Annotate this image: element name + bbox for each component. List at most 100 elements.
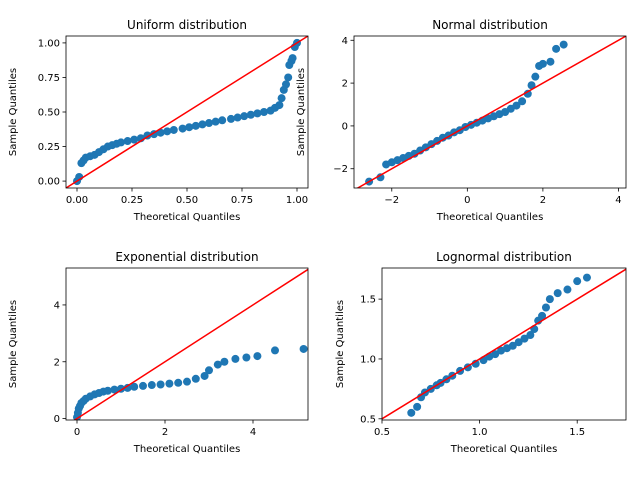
data-point	[253, 352, 262, 361]
reference-line	[356, 36, 626, 188]
y-tick-label: 4	[342, 36, 348, 47]
x-tick-label: 0.5	[374, 427, 390, 438]
data-point	[220, 357, 229, 366]
panel-lognormal: 0.5 1.0 1.5 0.5 1.0 1.5 Lognormal distribution…	[335, 250, 627, 455]
y-axis-label: Sample Quantiles	[8, 68, 19, 156]
data-point	[526, 331, 535, 340]
data-point	[582, 273, 591, 282]
x-axis-label: Theoretical Quantiles	[133, 212, 241, 223]
x-tick-label: 1.00	[286, 195, 308, 206]
data-point	[260, 108, 268, 116]
x-tick-label: 0	[74, 427, 80, 438]
x-tick-label: 0	[464, 195, 470, 206]
data-point	[117, 138, 125, 147]
data-point	[185, 123, 194, 132]
axes-frame	[65, 267, 309, 421]
y-tick-label: 0.00	[38, 177, 60, 188]
x-tick-label: 0.75	[231, 195, 253, 206]
y-tick-label: 1.0	[360, 354, 376, 365]
data-point	[233, 113, 242, 122]
data-point	[103, 386, 112, 395]
data-point	[174, 378, 183, 387]
data-point	[231, 354, 240, 363]
data-point	[413, 402, 422, 411]
data-point	[169, 125, 178, 134]
chart-title: Lognormal distribution	[436, 250, 572, 264]
x-tick-label: 1.5	[569, 427, 585, 438]
y-tick-label: 1.00	[38, 38, 60, 49]
data-point	[573, 277, 582, 286]
panel-uniform: 0.00 0.25 0.50 0.75 1.00 0.00 0.25 0.50 0.75 1.00…	[8, 18, 309, 223]
data-point	[546, 57, 555, 66]
data-point	[123, 383, 132, 392]
reference-line	[382, 268, 626, 420]
data-point	[563, 285, 572, 294]
data-point	[200, 371, 209, 380]
data-point	[147, 381, 156, 390]
x-tick-label: 1.0	[472, 427, 488, 438]
x-tick-label: 0.50	[176, 195, 198, 206]
chart-title: Exponential distribution	[115, 250, 258, 264]
x-tick-label: 4	[250, 427, 256, 438]
data-point	[376, 173, 385, 182]
data-point	[523, 89, 532, 98]
points-group	[365, 40, 568, 186]
y-tick-label: 1.5	[360, 295, 376, 306]
data-point	[284, 73, 293, 82]
reference-line	[73, 268, 308, 420]
data-point	[218, 116, 227, 125]
y-tick-label: −2	[333, 164, 348, 175]
data-point	[282, 80, 290, 89]
data-point	[531, 72, 540, 81]
data-point	[227, 114, 235, 123]
data-point	[508, 341, 517, 350]
axes-frame	[353, 35, 627, 189]
data-point	[538, 59, 547, 68]
points-group	[407, 273, 591, 417]
x-tick-label: 0.25	[121, 195, 143, 206]
x-tick-label: 2	[540, 195, 546, 206]
data-point	[139, 381, 147, 390]
x-tick-label: 4	[615, 195, 621, 206]
axes-frame	[381, 267, 627, 421]
data-point	[253, 109, 262, 118]
x-axis-label: Theoretical Quantiles	[133, 444, 241, 455]
data-point	[545, 295, 554, 304]
y-axis-label: Sample Quantiles	[296, 68, 307, 156]
y-tick-label: 2	[342, 79, 348, 90]
y-tick-label: 0.50	[38, 108, 60, 119]
data-point	[527, 81, 536, 90]
data-point	[242, 353, 251, 362]
y-tick-label: 0.25	[38, 142, 60, 153]
data-point	[491, 350, 500, 359]
chart-title: Uniform distribution	[127, 18, 247, 32]
data-point	[213, 360, 222, 369]
data-point	[552, 44, 561, 53]
data-point	[178, 124, 187, 133]
data-point	[246, 110, 255, 119]
x-axis-label: Theoretical Quantiles	[450, 444, 558, 455]
x-tick-label: 0.00	[66, 195, 88, 206]
data-point	[541, 303, 550, 312]
data-point	[512, 101, 521, 110]
data-point	[514, 338, 523, 347]
data-point	[288, 54, 297, 63]
data-point	[165, 379, 174, 388]
data-point	[205, 119, 213, 128]
reference-line	[66, 36, 308, 188]
panel-exponential: 0 2 4 0 2 4 Exponential distribution Theoretica…	[8, 250, 309, 455]
data-point	[520, 334, 529, 343]
data-point	[211, 117, 220, 126]
data-point	[277, 94, 286, 103]
data-point	[191, 121, 200, 130]
x-axis-label: Theoretical Quantiles	[436, 212, 544, 223]
y-axis-label: Sample Quantiles	[335, 300, 346, 388]
data-point	[156, 128, 165, 137]
data-point	[156, 380, 165, 389]
data-point	[163, 127, 172, 136]
data-point	[110, 385, 119, 394]
data-point	[299, 344, 308, 353]
data-point	[271, 346, 279, 355]
data-point	[183, 377, 191, 386]
